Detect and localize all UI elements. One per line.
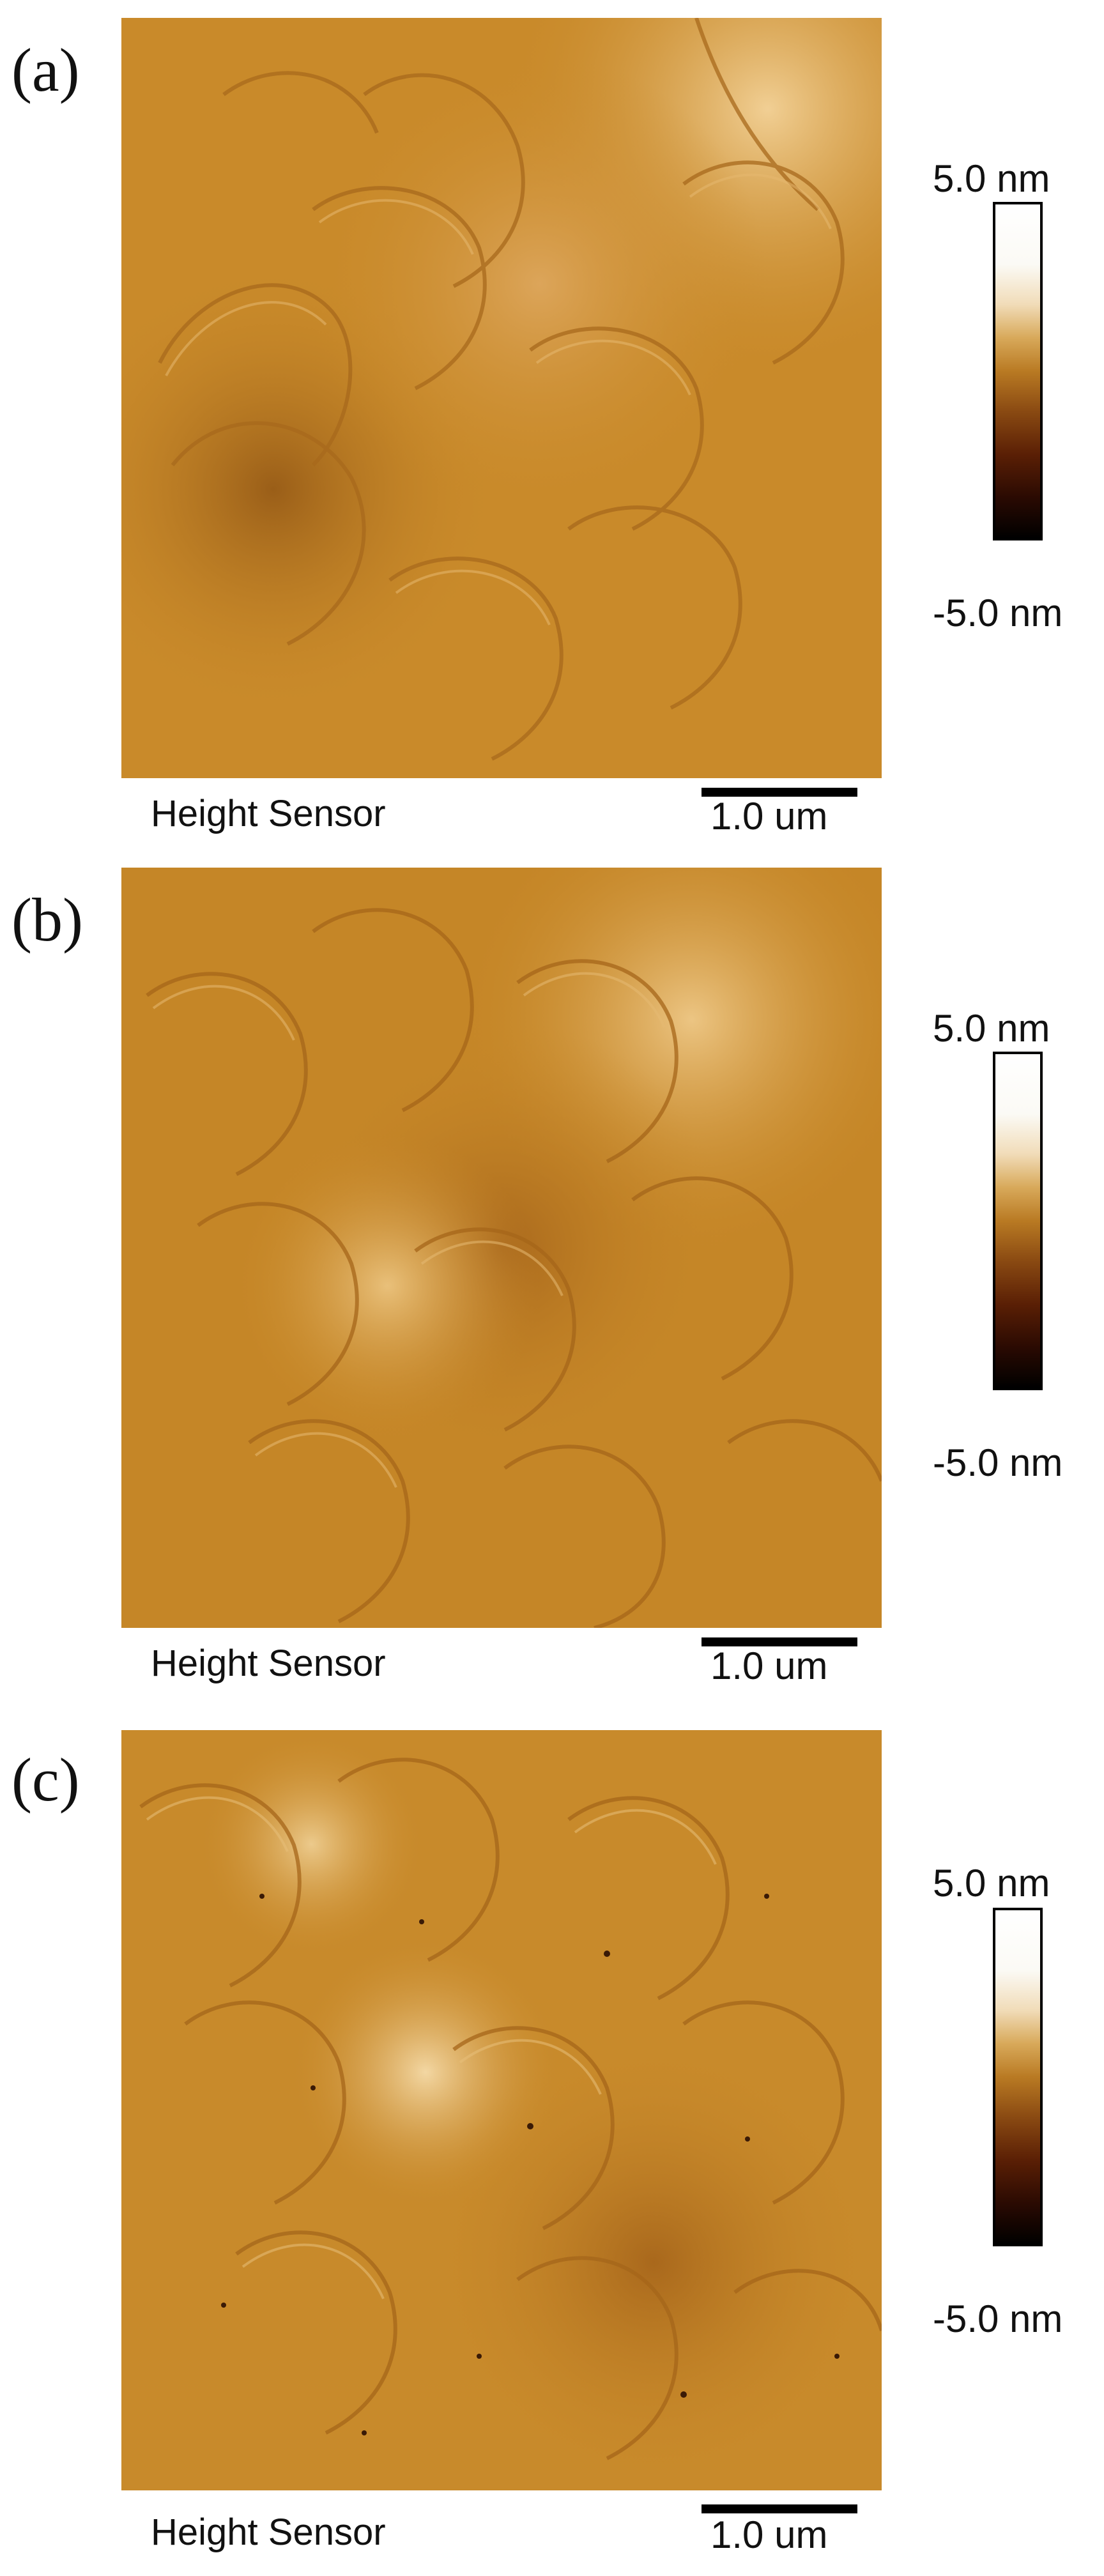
image-caption: Height Sensor	[151, 1643, 386, 1684]
height-colorbar	[993, 1908, 1043, 2246]
afm-height-image	[121, 18, 882, 778]
colorbar-max-label: 5.0 nm	[933, 1862, 1050, 1905]
height-colorbar	[993, 202, 1043, 540]
scale-bar	[702, 788, 857, 797]
panel-label: (b)	[12, 885, 83, 954]
panel-label: (a)	[12, 36, 80, 104]
scale-bar	[702, 2504, 857, 2513]
afm-height-image	[121, 1730, 882, 2490]
afm-height-image	[121, 868, 882, 1628]
height-colorbar	[993, 1052, 1043, 1390]
scale-bar-label: 1.0 um	[710, 2513, 828, 2556]
colorbar-max-label: 5.0 nm	[933, 1007, 1050, 1050]
colorbar-min-label: -5.0 nm	[933, 1441, 1063, 1484]
colorbar-max-label: 5.0 nm	[933, 157, 1050, 200]
colorbar-min-label: -5.0 nm	[933, 592, 1063, 634]
scale-bar	[702, 1637, 857, 1646]
scale-bar-label: 1.0 um	[710, 1644, 828, 1687]
panel-label: (c)	[12, 1745, 80, 1814]
image-caption: Height Sensor	[151, 793, 386, 834]
scale-bar-label: 1.0 um	[710, 795, 828, 838]
colorbar-min-label: -5.0 nm	[933, 2297, 1063, 2340]
image-caption: Height Sensor	[151, 2511, 386, 2553]
